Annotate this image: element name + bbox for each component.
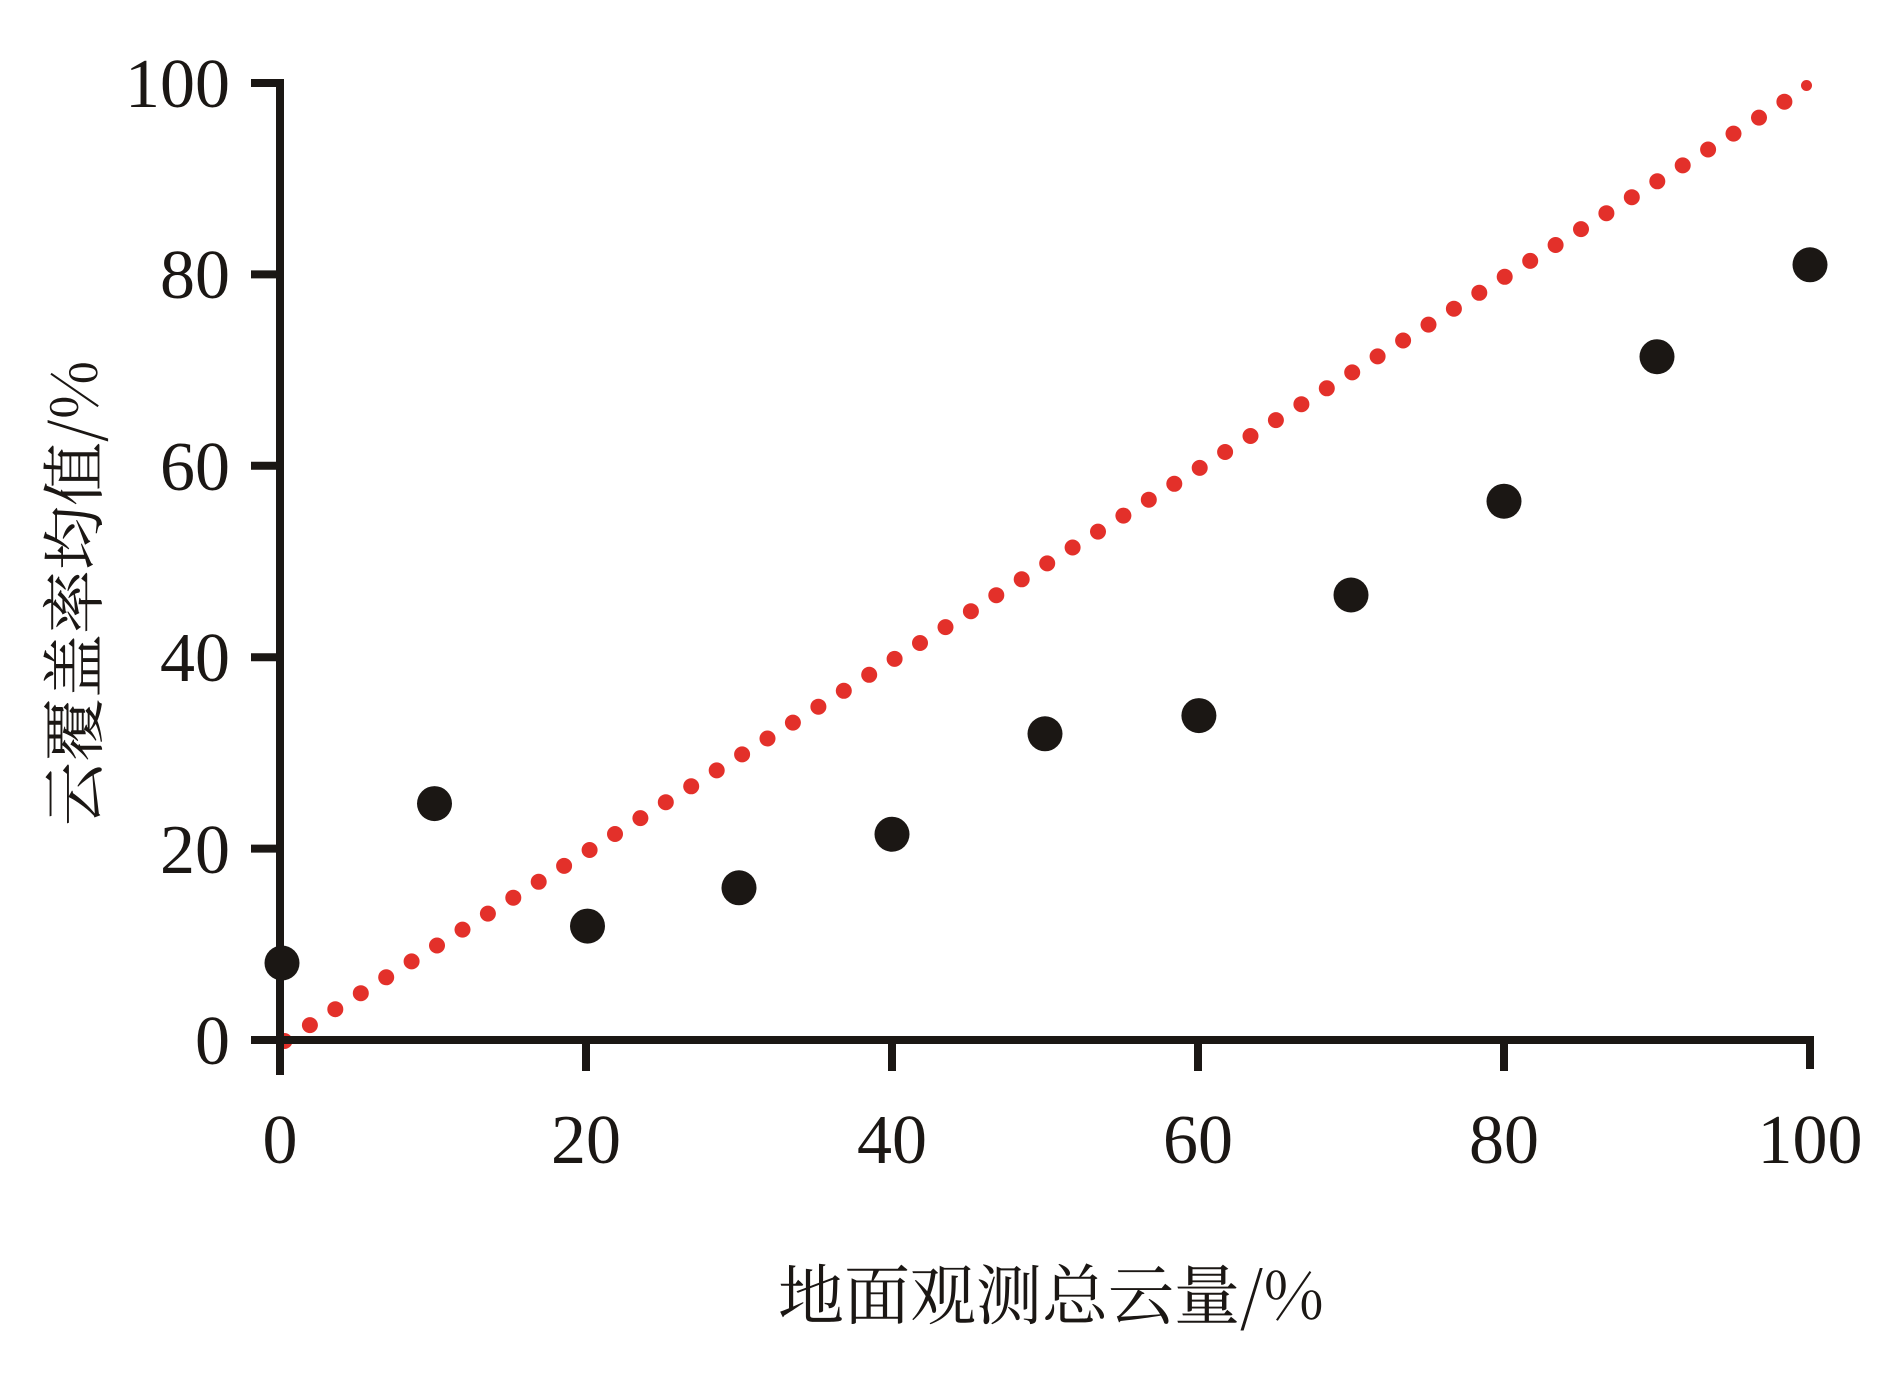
svg-text:80: 80: [160, 237, 230, 314]
svg-text:40: 40: [857, 1102, 927, 1179]
svg-text:20: 20: [160, 812, 230, 889]
svg-text:0: 0: [263, 1102, 298, 1179]
svg-text:40: 40: [160, 620, 230, 697]
svg-text:20: 20: [551, 1102, 621, 1179]
svg-text:80: 80: [1469, 1102, 1539, 1179]
svg-text:100: 100: [1758, 1102, 1863, 1179]
svg-text:0: 0: [195, 1003, 230, 1080]
svg-text:60: 60: [160, 429, 230, 506]
svg-text:100: 100: [125, 46, 230, 123]
svg-text:60: 60: [1163, 1102, 1233, 1179]
